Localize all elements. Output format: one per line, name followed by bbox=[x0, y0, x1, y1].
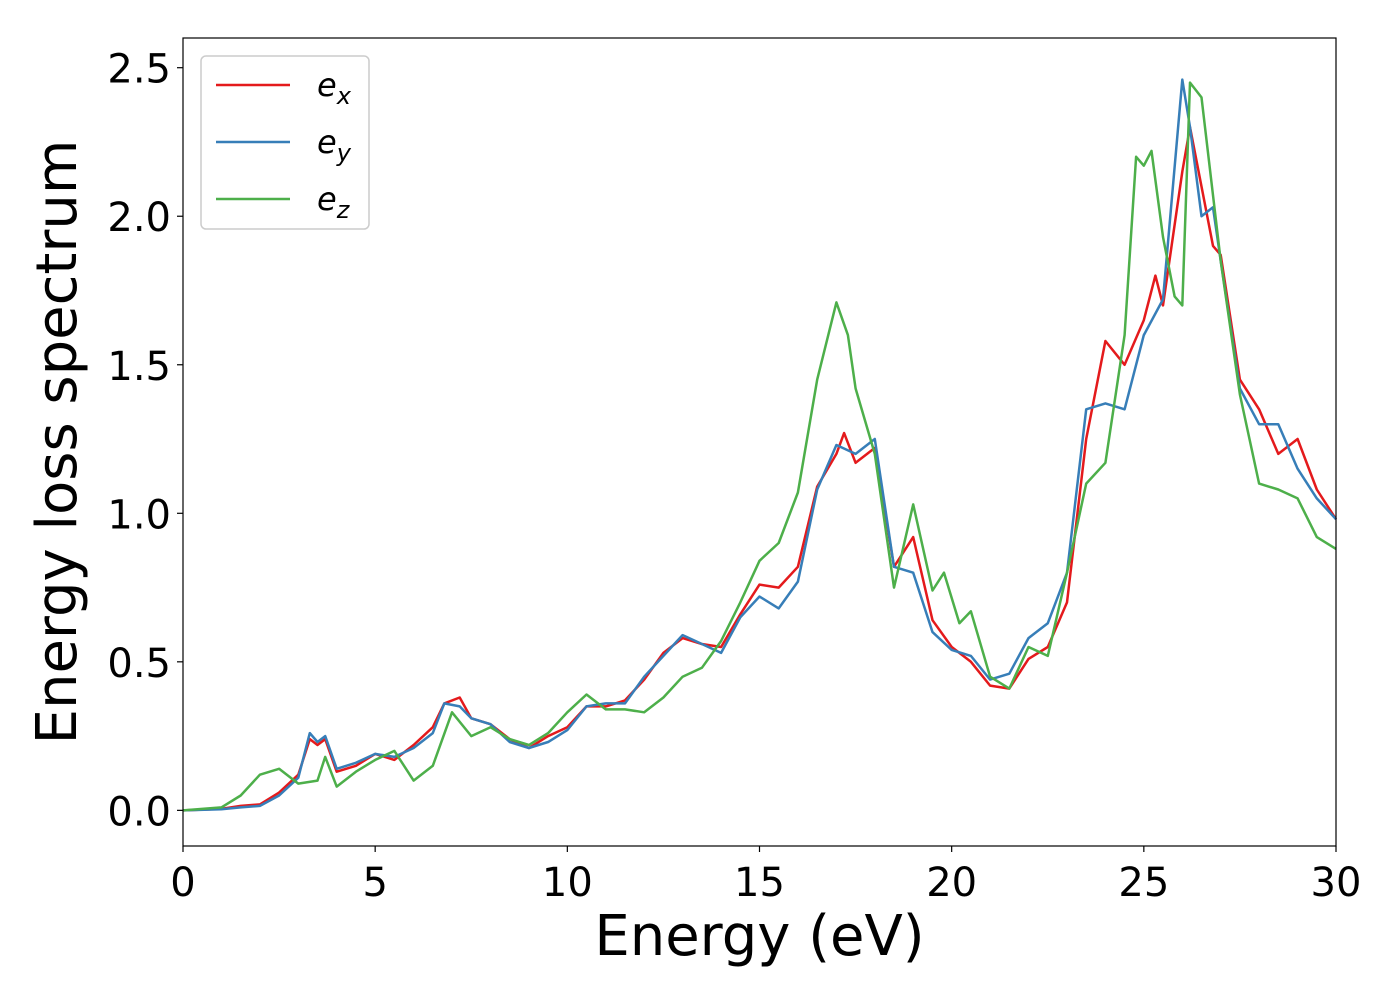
x-axis-label: Energy (eV) bbox=[594, 904, 924, 969]
y-tick-label: 1.5 bbox=[107, 344, 171, 390]
y-tick-label: 0.0 bbox=[107, 789, 171, 835]
x-tick-label: 5 bbox=[362, 860, 387, 906]
x-tick-label: 25 bbox=[1118, 860, 1169, 906]
x-tick-label: 0 bbox=[170, 860, 195, 906]
y-tick-label: 2.5 bbox=[107, 47, 171, 93]
y-tick-label: 0.5 bbox=[107, 641, 171, 687]
series-line-z bbox=[182, 81, 1337, 812]
legend-subscript-x: x bbox=[336, 82, 352, 110]
y-axis-ticks: 0.0 0.5 1.0 1.5 2.0 2.5 bbox=[107, 47, 183, 835]
x-tick-label: 20 bbox=[926, 860, 977, 906]
x-axis-ticks: 0 5 10 15 20 25 30 bbox=[170, 846, 1361, 906]
y-axis-label: Energy loss spectrum bbox=[25, 140, 90, 745]
x-tick-label: 30 bbox=[1311, 860, 1362, 906]
y-tick-label: 1.0 bbox=[107, 492, 171, 538]
series-line-y bbox=[182, 78, 1337, 812]
series-lines bbox=[182, 78, 1338, 812]
y-tick-label: 2.0 bbox=[107, 195, 171, 241]
legend-subscript-y: y bbox=[336, 139, 352, 167]
x-tick-label: 15 bbox=[734, 860, 785, 906]
x-tick-label: 10 bbox=[542, 860, 593, 906]
legend-subscript-z: z bbox=[336, 196, 351, 224]
